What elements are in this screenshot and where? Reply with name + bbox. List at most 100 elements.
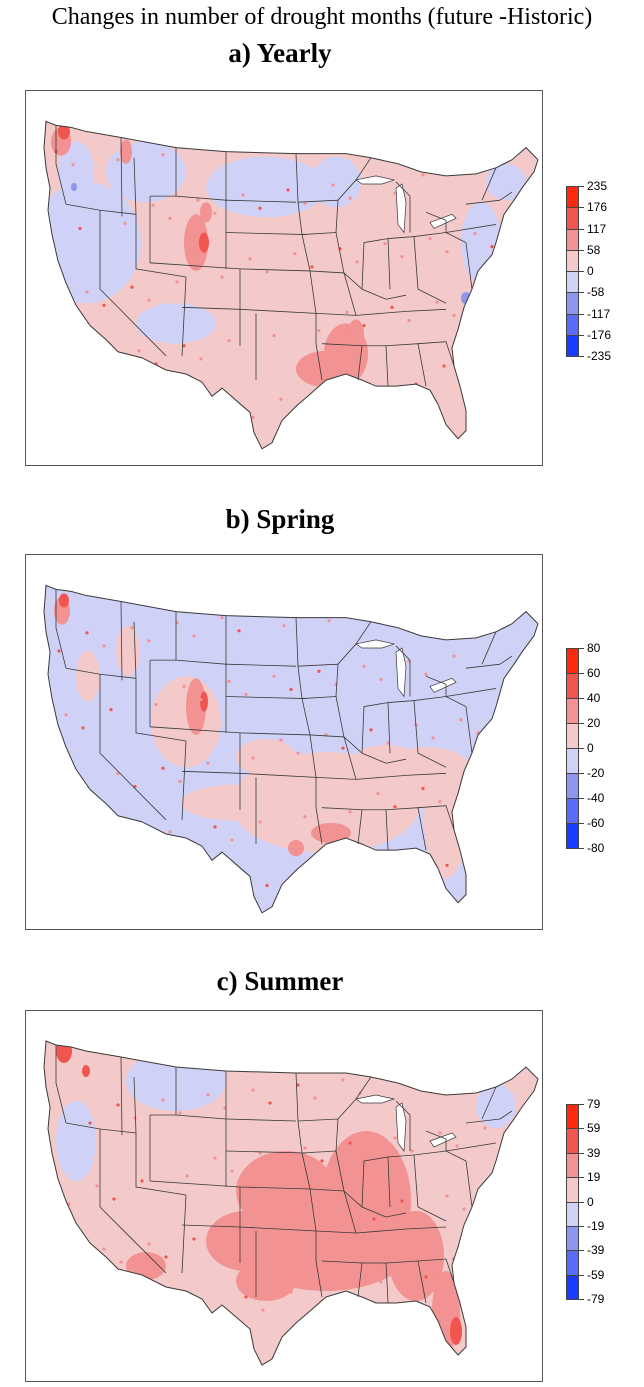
grid-cell-dot	[310, 878, 314, 883]
grid-cell-dot	[483, 794, 487, 799]
grid-cell-dot	[393, 191, 397, 195]
grid-cell-dot	[123, 221, 127, 226]
figure-title: Changes in number of drought months (fut…	[51, 4, 593, 30]
grid-cell-dot	[220, 275, 224, 279]
grid-cell-dot	[452, 654, 456, 658]
change-region	[59, 593, 69, 608]
colorbar-tick	[579, 848, 584, 849]
state-border	[133, 621, 137, 679]
state-border	[355, 772, 447, 780]
colorbar-label: 40	[587, 691, 601, 705]
grid-cell-dot	[244, 692, 248, 697]
grid-cell-dot	[268, 1101, 272, 1105]
state-border	[445, 224, 497, 233]
colorbar-label: 79	[587, 1097, 601, 1111]
grid-cell-dot	[130, 626, 134, 630]
state-border	[395, 1100, 411, 1151]
state-border	[55, 1045, 67, 1124]
colorbar-tick	[579, 773, 584, 774]
state-border	[181, 1224, 241, 1228]
grid-cell-dot	[137, 349, 141, 353]
state-border	[481, 631, 497, 665]
change-region	[486, 163, 526, 201]
colorbar-swatch	[566, 1274, 579, 1300]
state-border	[225, 199, 297, 203]
grid-cell-dot	[428, 236, 432, 241]
state-border	[181, 740, 187, 820]
colorbar-tick	[579, 698, 584, 699]
grid-cell-dot	[251, 756, 255, 760]
state-border	[315, 312, 357, 316]
grid-cell-dot	[296, 1083, 300, 1087]
grid-cell-dot	[410, 1149, 414, 1153]
colorbar-label: 20	[587, 716, 601, 730]
colorbar-label: 117	[587, 221, 607, 236]
state-border	[99, 210, 167, 357]
grid-cell-dot	[421, 173, 425, 177]
state-border	[99, 674, 167, 821]
change-region	[181, 784, 301, 821]
grid-cell-dot	[258, 820, 262, 824]
grid-cell-dot	[109, 708, 113, 712]
colorbar-label: 0	[587, 264, 594, 278]
colorbar-tick	[579, 1250, 584, 1252]
country-outline	[43, 120, 539, 450]
grid-cell-dot	[317, 328, 321, 333]
grid-cell-dot	[175, 280, 179, 284]
colorbar-swatch	[566, 271, 579, 294]
grid-cell-dot	[64, 713, 68, 717]
map-panel-yearly	[25, 90, 543, 466]
colorbar-tick	[579, 207, 584, 209]
state-border	[361, 702, 391, 754]
grid-cell-dot	[317, 669, 321, 673]
grid-cell-dot	[209, 1250, 213, 1254]
colorbar-tick	[579, 1104, 584, 1105]
grid-cell-dot	[272, 333, 276, 338]
grid-cell-dot	[112, 1197, 116, 1201]
colorbar-tick	[579, 823, 584, 824]
change-region	[126, 1252, 166, 1280]
grid-cell-dot	[182, 344, 186, 348]
grid-cell-dot	[192, 1237, 196, 1241]
colorbar-tick	[579, 313, 584, 315]
grid-cell-dot	[227, 679, 231, 683]
state-border	[355, 1226, 447, 1234]
grid-cell-dot	[251, 415, 255, 420]
grid-cell-dot	[476, 1333, 480, 1337]
grid-cell-dot	[265, 883, 269, 888]
grid-cell-dot	[206, 420, 210, 425]
grid-cell-dot	[424, 672, 428, 676]
grid-cell-dot	[473, 845, 477, 849]
grid-cell-dot	[327, 619, 331, 623]
state-border	[133, 157, 137, 215]
state-border	[465, 706, 473, 754]
panel-title-summer: c) Summer	[216, 966, 344, 996]
colorbar-label: -79	[587, 1292, 605, 1306]
state-border	[499, 1110, 513, 1120]
grid-cell-dot	[140, 848, 144, 852]
change-region	[186, 678, 206, 735]
grid-cell-dot	[272, 674, 276, 678]
grid-cell-dot	[178, 1111, 182, 1115]
grid-cell-dot	[431, 736, 435, 740]
colorbar-swatch	[566, 723, 579, 749]
grid-cell-dot	[161, 766, 165, 770]
grid-cell-dot	[386, 741, 390, 745]
grid-cell-dot	[161, 153, 165, 157]
grid-cell-dot	[237, 629, 241, 633]
state-border	[315, 343, 323, 381]
state-border	[239, 268, 311, 272]
change-region	[58, 141, 94, 203]
grid-cell-dot	[487, 359, 491, 363]
grid-cell-dot	[102, 1247, 106, 1251]
state-border	[149, 660, 241, 734]
change-region	[348, 319, 364, 348]
change-region	[116, 625, 140, 677]
grid-cell-dot	[71, 163, 75, 167]
grid-cell-dot	[71, 776, 75, 781]
change-region	[106, 141, 186, 203]
grid-cell-dot	[369, 728, 373, 732]
grid-cell-dot	[85, 631, 89, 635]
grid-cell-dot	[213, 825, 217, 829]
state-border	[465, 199, 501, 205]
